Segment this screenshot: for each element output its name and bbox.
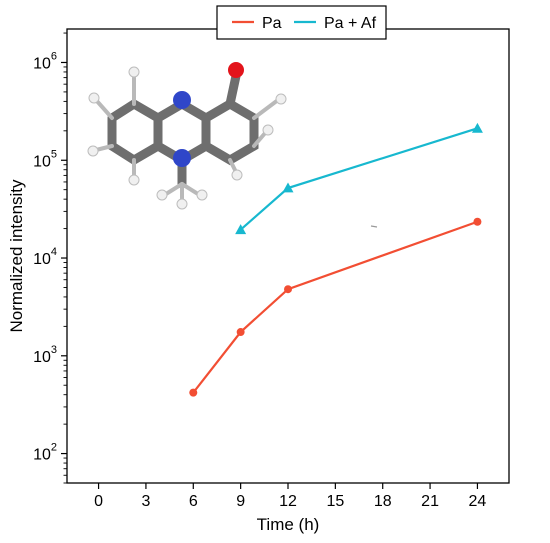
- y-tick-base: 10: [33, 447, 51, 464]
- y-tick-exponent: 4: [51, 246, 57, 258]
- y-tick-base: 10: [33, 251, 51, 268]
- y-tick-label: 104: [33, 246, 57, 268]
- x-tick-label: 24: [469, 493, 487, 510]
- data-point: [189, 388, 198, 397]
- y-tick-exponent: 3: [51, 344, 57, 356]
- x-tick-label: 21: [421, 493, 439, 510]
- x-axis-title: Time (h): [257, 515, 320, 534]
- series-line-pa: [192, 220, 478, 394]
- data-point: [236, 328, 245, 337]
- phenazine-molecule-icon: [87, 62, 287, 210]
- y-axis-title: Normalized intensity: [7, 179, 26, 333]
- y-tick-exponent: 2: [51, 442, 57, 454]
- y-tick-exponent: 6: [51, 50, 57, 62]
- data-point: [235, 224, 247, 235]
- x-tick-label: 0: [94, 493, 103, 510]
- x-tick-label: 12: [279, 493, 297, 510]
- series-layer: [189, 122, 483, 397]
- legend-label: Pa + Af: [324, 15, 377, 32]
- y-tick-base: 10: [33, 153, 51, 170]
- y-tick-label: 105: [33, 148, 57, 170]
- data-point: [284, 285, 292, 294]
- x-tick-label: 6: [189, 493, 198, 510]
- x-axis: 0 3 6 9 12 15 18 21 24: [94, 483, 486, 510]
- stray-mark: [370, 225, 378, 228]
- y-tick-base: 10: [33, 55, 51, 72]
- x-tick-label: 18: [374, 493, 392, 510]
- x-tick-label: 9: [236, 493, 245, 510]
- y-tick-label: 106: [33, 50, 57, 72]
- legend: Pa Pa + Af: [216, 5, 387, 40]
- data-point: [471, 122, 483, 133]
- y-tick-exponent: 5: [51, 148, 57, 160]
- y-tick-base: 10: [33, 349, 51, 366]
- data-point: [473, 217, 482, 226]
- y-tick-label: 103: [33, 344, 57, 366]
- x-tick-label: 15: [326, 493, 344, 510]
- x-tick-label: 3: [141, 493, 150, 510]
- y-tick-label: 102: [33, 442, 57, 464]
- data-point: [282, 182, 294, 193]
- legend-label: Pa: [262, 15, 282, 32]
